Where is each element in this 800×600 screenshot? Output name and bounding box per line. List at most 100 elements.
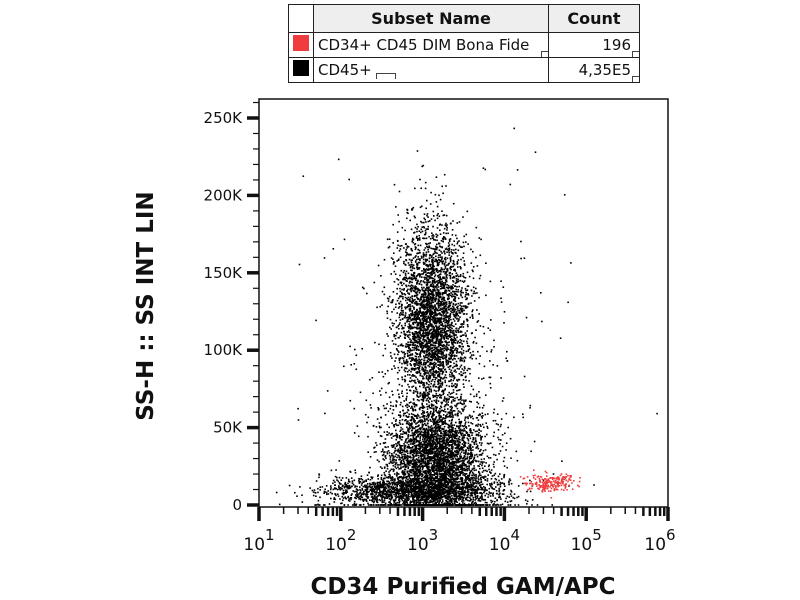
data-point [424, 344, 426, 347]
data-point [438, 312, 441, 315]
data-point [439, 246, 442, 248]
data-point [435, 294, 438, 297]
data-point [408, 315, 411, 317]
data-point [417, 315, 419, 317]
data-point [452, 334, 455, 336]
data-point [425, 307, 427, 309]
data-point [435, 325, 438, 327]
data-point [465, 289, 467, 292]
data-point [440, 258, 443, 261]
data-point [397, 297, 400, 300]
data-point [431, 305, 434, 308]
data-point [458, 327, 460, 330]
data-point [455, 290, 458, 293]
data-point [430, 318, 433, 321]
data-point [389, 483, 391, 485]
data-point [410, 269, 412, 271]
data-point [444, 381, 447, 384]
data-point [455, 464, 457, 466]
data-point [437, 364, 439, 366]
data-point [456, 380, 459, 382]
data-point [472, 277, 475, 280]
data-point [459, 432, 462, 434]
data-point [449, 365, 451, 368]
data-point [388, 473, 390, 476]
data-point [426, 302, 429, 305]
data-point [447, 451, 449, 453]
data-point [387, 246, 390, 249]
data-point [474, 479, 477, 481]
data-point [418, 399, 420, 402]
data-point [444, 374, 447, 376]
data-point [405, 346, 407, 348]
data-point [439, 379, 442, 381]
data-point [397, 214, 399, 216]
data-point [405, 367, 408, 370]
data-point [441, 246, 444, 249]
legend-row[interactable]: CD34+ CD45 DIM Bona Fide 196 [288, 32, 640, 58]
data-point [459, 366, 462, 368]
data-point [433, 329, 435, 332]
data-point [433, 280, 435, 282]
data-point [445, 358, 447, 361]
data-point [461, 280, 464, 282]
data-point [411, 386, 413, 388]
data-point [423, 325, 425, 328]
data-point [440, 440, 443, 443]
data-point [424, 391, 426, 394]
data-point [457, 307, 459, 310]
data-point [399, 313, 401, 315]
data-point [431, 307, 433, 310]
data-point [369, 404, 372, 406]
data-point [433, 395, 435, 397]
data-point [419, 178, 421, 181]
data-point [463, 309, 465, 312]
data-point [467, 345, 469, 347]
data-point [407, 292, 409, 294]
data-point [390, 301, 392, 304]
data-point [456, 242, 459, 245]
data-point [434, 378, 437, 381]
data-point [401, 405, 404, 408]
data-point [451, 418, 453, 421]
data-point [452, 338, 455, 341]
data-point [418, 360, 420, 363]
data-point [428, 460, 431, 462]
data-point [462, 430, 465, 432]
data-point [466, 285, 469, 288]
data-point [430, 328, 433, 331]
data-point [416, 466, 419, 468]
legend-row[interactable]: CD45+ 4,35E5 [288, 57, 640, 83]
data-point [466, 293, 469, 296]
data-point [457, 266, 459, 268]
data-point [435, 365, 437, 368]
data-point [473, 456, 476, 458]
data-point [459, 275, 462, 278]
data-point [425, 232, 427, 234]
data-point [429, 418, 432, 421]
data-point [453, 337, 456, 340]
data-point [432, 267, 434, 269]
data-point [460, 294, 462, 297]
data-point [406, 411, 408, 414]
data-point [478, 472, 481, 475]
data-point [446, 310, 448, 312]
data-point [468, 467, 470, 470]
data-point [408, 317, 411, 320]
data-point [411, 439, 414, 442]
data-point [443, 396, 446, 398]
data-point [429, 263, 431, 266]
data-point [467, 349, 470, 351]
data-point [422, 458, 424, 460]
data-point [448, 411, 451, 413]
data-point [446, 312, 449, 314]
data-point [411, 239, 414, 241]
data-point [429, 203, 432, 205]
data-point [400, 310, 403, 312]
data-point [411, 240, 413, 243]
data-point [414, 468, 417, 470]
data-point [427, 334, 430, 337]
data-point [416, 308, 418, 311]
data-point [409, 354, 412, 357]
data-point [412, 407, 414, 410]
